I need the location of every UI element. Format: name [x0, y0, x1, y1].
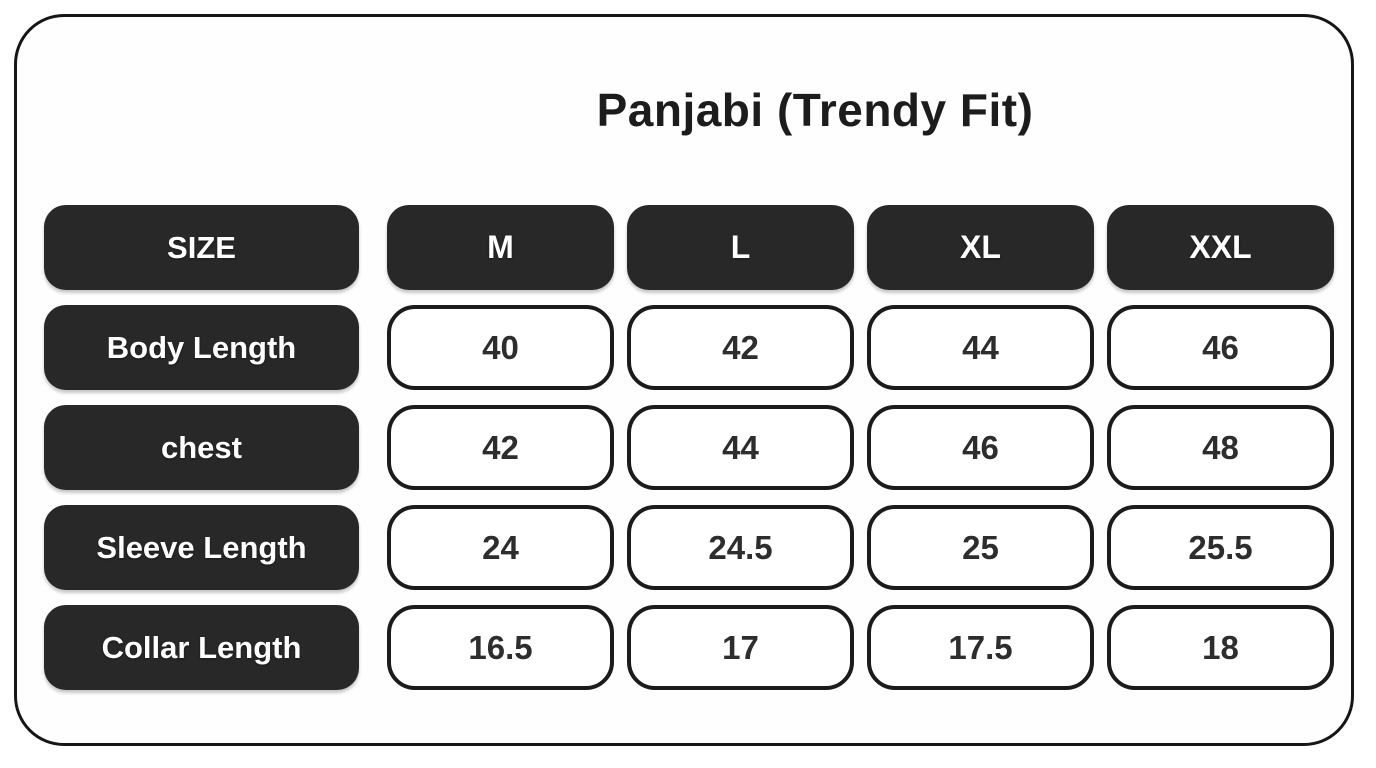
size-table: SIZE M L XL XXL Body Length 40 42 44 46 chest 42 44 4… — [44, 205, 1334, 690]
row-label-chest: chest — [44, 405, 359, 490]
value-cell-collar-length-m: 16.5 — [387, 605, 614, 690]
value-cell-body-length-l: 42 — [627, 305, 854, 390]
header-cell-m: M — [387, 205, 614, 290]
value-cell-sleeve-length-l: 24.5 — [627, 505, 854, 590]
header-cell-l: L — [627, 205, 854, 290]
chart-title: Panjabi (Trendy Fit) — [596, 84, 1034, 136]
size-chart-card: Panjabi (Trendy Fit) SIZE M L XL XXL Body Len… — [14, 14, 1354, 746]
value-cell-sleeve-length-xxl: 25.5 — [1107, 505, 1334, 590]
value-cell-collar-length-l: 17 — [627, 605, 854, 690]
value-cell-chest-l: 44 — [627, 405, 854, 490]
header-cell-xl: XL — [867, 205, 1094, 290]
value-cell-body-length-xl: 44 — [867, 305, 1094, 390]
row-label-sleeve-length: Sleeve Length — [44, 505, 359, 590]
value-cell-chest-m: 42 — [387, 405, 614, 490]
value-cell-chest-xl: 46 — [867, 405, 1094, 490]
value-cell-body-length-m: 40 — [387, 305, 614, 390]
value-cell-sleeve-length-m: 24 — [387, 505, 614, 590]
value-cell-chest-xxl: 48 — [1107, 405, 1334, 490]
header-cell-size: SIZE — [44, 205, 359, 290]
header-cell-xxl: XXL — [1107, 205, 1334, 290]
value-cell-sleeve-length-xl: 25 — [867, 505, 1094, 590]
row-label-body-length: Body Length — [44, 305, 359, 390]
value-cell-collar-length-xl: 17.5 — [867, 605, 1094, 690]
value-cell-body-length-xxl: 46 — [1107, 305, 1334, 390]
row-label-collar-length: Collar Length — [44, 605, 359, 690]
value-cell-collar-length-xxl: 18 — [1107, 605, 1334, 690]
